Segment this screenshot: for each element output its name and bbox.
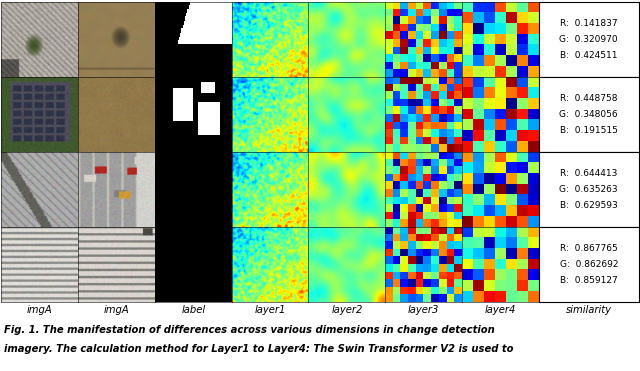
Text: layer3: layer3	[408, 305, 440, 315]
Text: layer2: layer2	[331, 305, 363, 315]
Text: R:  0.867765
G:  0.862692
B:  0.859127: R: 0.867765 G: 0.862692 B: 0.859127	[559, 244, 618, 285]
Text: Fig. 1. The manifestation of differences across various dimensions in change det: Fig. 1. The manifestation of differences…	[4, 325, 495, 335]
Text: imagery. The calculation method for Layer1 to Layer4: The Swin Transformer V2 is: imagery. The calculation method for Laye…	[4, 344, 513, 354]
Text: similarity: similarity	[566, 305, 612, 315]
Text: imgA: imgA	[104, 305, 129, 315]
Text: layer1: layer1	[254, 305, 286, 315]
Text: label: label	[181, 305, 205, 315]
Text: R:  0.141837
G:  0.320970
B:  0.424511: R: 0.141837 G: 0.320970 B: 0.424511	[559, 19, 618, 60]
Text: R:  0.448758
G:  0.348056
B:  0.191515: R: 0.448758 G: 0.348056 B: 0.191515	[559, 94, 618, 135]
Text: layer4: layer4	[484, 305, 516, 315]
Text: imgA: imgA	[27, 305, 52, 315]
Text: R:  0.644413
G:  0.635263
B:  0.629593: R: 0.644413 G: 0.635263 B: 0.629593	[559, 169, 618, 210]
